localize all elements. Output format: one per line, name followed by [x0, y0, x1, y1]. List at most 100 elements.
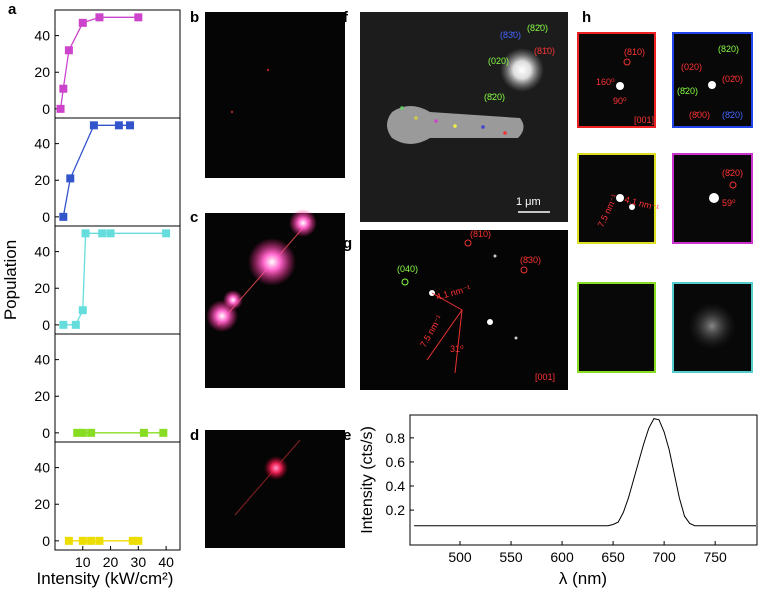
diffraction-spot	[500, 48, 544, 92]
speck	[230, 110, 234, 114]
plot-frame	[54, 9, 181, 119]
annotation: (810)	[624, 47, 645, 57]
marker	[134, 13, 143, 22]
y-tick-label: 40	[34, 244, 50, 260]
annotation: (040)	[397, 264, 418, 274]
annotation: (810)	[470, 229, 491, 239]
diffraction-spot	[616, 194, 624, 202]
marker	[98, 229, 107, 238]
diffraction-spot	[514, 336, 518, 340]
marker-dot	[453, 124, 457, 128]
marker	[89, 121, 98, 130]
marker-dot	[503, 131, 507, 135]
panel-label: a	[8, 1, 17, 18]
marker	[95, 536, 104, 545]
diffraction-spot	[493, 254, 497, 258]
y-tick-label: 0	[42, 101, 50, 117]
marker	[73, 428, 82, 437]
diffraction-spot	[629, 204, 635, 210]
marker	[139, 428, 148, 437]
panel-label: f	[343, 9, 349, 26]
y-tick-label: 40	[34, 28, 50, 44]
marker	[159, 428, 168, 437]
marker	[106, 229, 115, 238]
x-tick-label: 20	[103, 554, 119, 570]
marker	[162, 229, 171, 238]
annotation: (020)	[488, 56, 509, 66]
y-tick-label: 0.4	[386, 478, 406, 494]
annotation: 59⁰	[722, 198, 736, 208]
y-tick-label: 0	[42, 425, 50, 441]
y-tick-label: 40	[34, 136, 50, 152]
annotation: [001]	[634, 115, 654, 125]
marker	[59, 212, 68, 221]
marker	[71, 320, 80, 329]
x-axis-label: λ (nm)	[559, 569, 607, 588]
marker	[134, 536, 143, 545]
glow	[264, 456, 288, 480]
image-h-tile	[577, 153, 656, 244]
annotation: (8̄20)	[677, 86, 698, 96]
image-h-tile	[577, 32, 656, 128]
panel-label: c	[190, 209, 198, 226]
annotation: 31⁰	[450, 344, 464, 354]
annotation: (8̄20)	[722, 168, 743, 178]
x-tick-label: 750	[703, 549, 727, 565]
annotation: (8̄30)	[520, 255, 541, 265]
marker	[114, 121, 123, 130]
marker	[95, 13, 104, 22]
annotation: 90⁰	[613, 96, 627, 106]
annotation: (02̄0)	[722, 74, 743, 84]
vector-lines	[426, 292, 463, 374]
panel-label: e	[343, 427, 351, 444]
panel-label: d	[190, 427, 199, 444]
annotation: (820)	[718, 44, 739, 54]
spot-circle	[623, 58, 631, 66]
image-b	[205, 12, 345, 178]
series-line	[59, 16, 139, 109]
glow	[223, 290, 243, 310]
image-h-tile	[672, 282, 753, 373]
plot-frame	[54, 225, 181, 335]
y-tick-label: 20	[34, 64, 50, 80]
marker-dot	[434, 119, 438, 123]
spectrum-line	[414, 418, 756, 527]
marker	[78, 536, 87, 545]
y-tick-label: 0.6	[386, 454, 406, 470]
diffraction-spot	[709, 193, 719, 203]
y-tick-label: 0.2	[386, 502, 406, 518]
glow	[289, 209, 317, 237]
image-h-tile	[672, 32, 753, 128]
x-tick-label: 650	[601, 549, 625, 565]
x-tick-label: 30	[131, 554, 147, 570]
diffraction-spot	[487, 319, 493, 325]
x-axis-label: Intensity (kW/cm²)	[37, 569, 174, 588]
marker-dot	[400, 106, 404, 110]
scale-bar-label: 1 μm	[516, 196, 541, 208]
series-line	[62, 124, 130, 217]
marker	[128, 536, 137, 545]
plot-frame	[409, 414, 758, 546]
streak	[234, 439, 301, 516]
y-axis-label: Intensity (cts/s)	[359, 426, 376, 534]
y-tick-label: 20	[34, 388, 50, 404]
image-d	[205, 430, 345, 548]
marker	[87, 536, 96, 545]
annotation: (020)	[681, 62, 702, 72]
speck	[266, 68, 270, 72]
x-tick-label: 600	[550, 549, 574, 565]
spot-circle	[520, 266, 528, 274]
y-tick-label: 0	[42, 209, 50, 225]
panel-label: h	[582, 9, 591, 26]
annotation: (8̄00)	[689, 110, 710, 120]
plot-frame	[54, 441, 181, 551]
annotation: 160⁰	[596, 77, 615, 87]
annotation: (81̄0)	[534, 46, 555, 56]
panel-label: g	[343, 235, 352, 252]
image-g	[360, 230, 568, 390]
y-tick-label: 40	[34, 352, 50, 368]
marker-dot	[414, 116, 418, 120]
marker	[59, 320, 68, 329]
annotation: (83̄0)	[500, 30, 521, 40]
